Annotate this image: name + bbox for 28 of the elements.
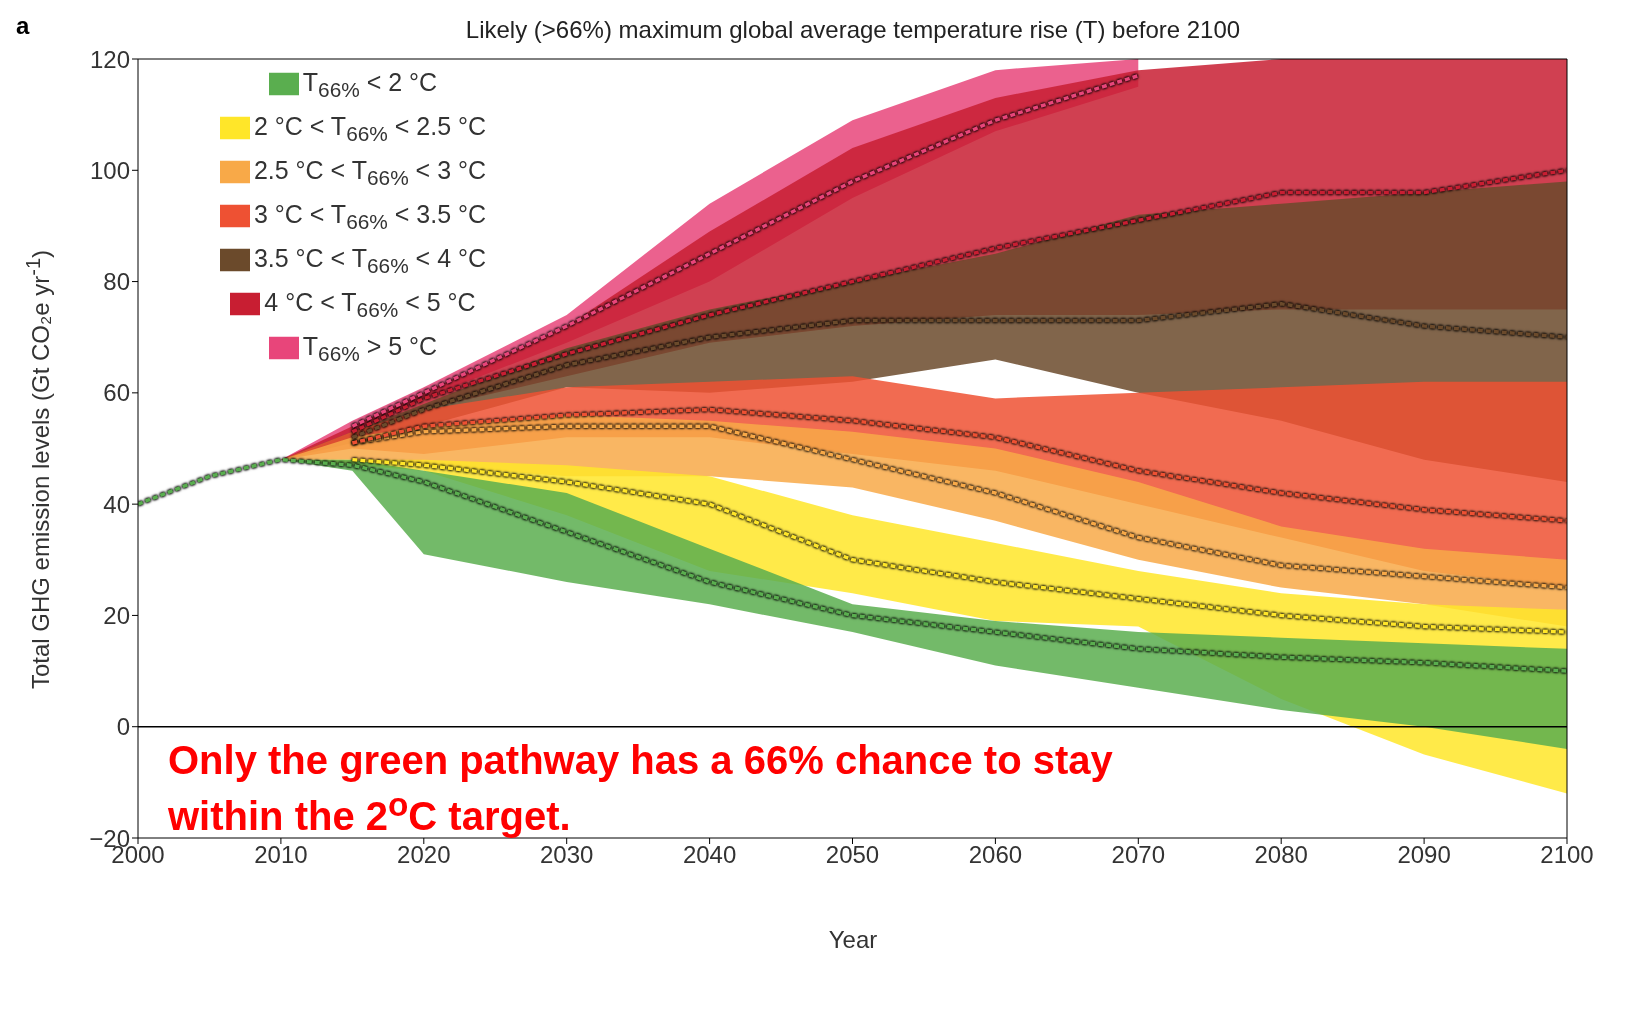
x-tick-label: 2010 (254, 841, 308, 869)
x-tick-label: 2080 (1254, 841, 1308, 869)
x-tick-label: 2030 (540, 841, 594, 869)
chart-title: Likely (>66%) maximum global average temperature rise (T) before 2100 (464, 16, 1242, 44)
legend-label: 3 °C < T$_{66%}$ < 3.5 °C (253, 200, 487, 233)
legend-label: T$_{66%}$ > 5 °C (302, 332, 438, 365)
legend-label: 4 °C < T$_{66%}$ < 5 °C (264, 288, 476, 321)
x-axis-title: Year (827, 926, 879, 954)
x-tick-label: 2070 (1111, 841, 1165, 869)
y-tick-label: 0 (116, 713, 130, 741)
y-tick-label: 100 (89, 156, 130, 184)
y-tick-label: 40 (103, 490, 130, 518)
legend-label: 3.5 °C < T$_{66%}$ < 4 °C (253, 244, 487, 277)
x-tick-label: 2040 (682, 841, 737, 869)
x-tick-label: 2060 (968, 841, 1023, 869)
x-tick-label: 2100 (1540, 841, 1594, 869)
annotation: Only the green pathway has a 66% chance to stay within the 2$^{o}$C target. (168, 737, 1114, 841)
y-tick-label: 120 (89, 45, 130, 73)
x-tick-label: 2090 (1397, 841, 1451, 869)
legend-label: 2.5 °C < T$_{66%}$ < 3 °C (253, 156, 487, 189)
x-tick-label: 2050 (825, 841, 880, 869)
legend-label: 2 °C < T$_{66%}$ < 2.5 °C (253, 112, 487, 145)
y-tick-label: 60 (103, 379, 130, 407)
y-tick-label: 80 (103, 268, 130, 296)
legend-label: T$_{66%}$ < 2 °C (302, 68, 438, 101)
text: a (16, 12, 30, 40)
y-tick-label: 20 (103, 601, 130, 629)
x-tick-label: 2020 (397, 841, 451, 869)
